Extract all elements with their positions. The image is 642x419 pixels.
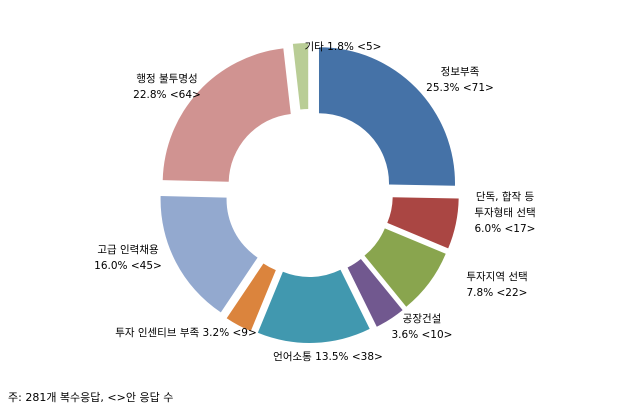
footnote: 주: 281개 복수응답, <>안 응답 수 [8,391,174,404]
slice-label-1-line-2: 6.0% <17> [475,223,536,235]
slice-label-1-line-1: 투자형태 선택 [474,207,535,219]
slice-label-4-line-0: 언어소통 13.5% <38> [273,351,383,363]
slice-label-7-line-1: 22.8% <64> [133,89,201,101]
slice-label-3-line-1: 3.6% <10> [392,329,453,341]
slice-label-3-line-0: 공장건설 [403,313,442,325]
slice-label-1-line-0: 단독, 합작 등 [476,191,535,203]
slice-label-8-line-0: 기타 1.8% <5> [305,41,382,53]
donut-slice-3 [347,258,403,327]
donut-slice-5 [226,263,276,332]
donut-slice-2 [364,228,446,307]
slice-label-2-line-0: 투자지역 선택 [466,271,527,283]
slice-label-7-line-0: 행정 불투명성 [136,73,197,85]
donut-slice-1 [387,197,459,249]
slice-label-6-line-0: 고급 인력채용 [97,244,159,256]
donut-slice-0 [318,47,455,186]
donut-slice-8 [292,43,309,110]
donut-slice-4 [257,269,370,343]
donut-slice-6 [160,196,258,313]
slice-label-0-line-0: 정보부족 [441,66,480,78]
slice-label-6-line-1: 16.0% <45> [94,260,162,272]
slice-label-5-line-0: 투자 인센티브 부족 3.2% <9> [115,327,257,339]
slice-label-0-line-1: 25.3% <71> [426,82,494,94]
donut-slice-7 [162,48,291,182]
slice-label-2-line-1: 7.8% <22> [467,287,528,299]
